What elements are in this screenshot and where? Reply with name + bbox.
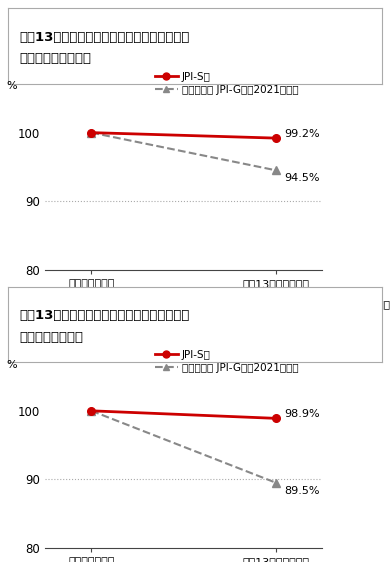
Text: 保温13時間後のごはんの劣化の変化率の比較: 保温13時間後のごはんの劣化の変化率の比較 (19, 309, 190, 323)
Text: 94.5%: 94.5% (284, 174, 320, 183)
Text: グラフはイメージ図: グラフはイメージ図 (341, 300, 390, 310)
Text: %: % (7, 360, 17, 370)
Legend: JPI-S型, 当社従来品 JPI-G型（2021年製）: JPI-S型, 当社従来品 JPI-G型（2021年製） (151, 346, 303, 377)
Text: 99.2%: 99.2% (284, 129, 320, 139)
Text: 98.9%: 98.9% (284, 409, 320, 419)
Text: %: % (7, 81, 17, 92)
Legend: JPI-S型, 当社従来品 JPI-G型（2021年製）: JPI-S型, 当社従来品 JPI-G型（2021年製） (151, 67, 303, 99)
Text: （粘りの変化率）: （粘りの変化率） (19, 330, 83, 343)
Text: 89.5%: 89.5% (284, 486, 320, 496)
Text: （かたさの変化率）: （かたさの変化率） (19, 52, 91, 65)
Text: 保温13時間後のごはんの劣化の変化率の比較: 保温13時間後のごはんの劣化の変化率の比較 (19, 31, 190, 44)
